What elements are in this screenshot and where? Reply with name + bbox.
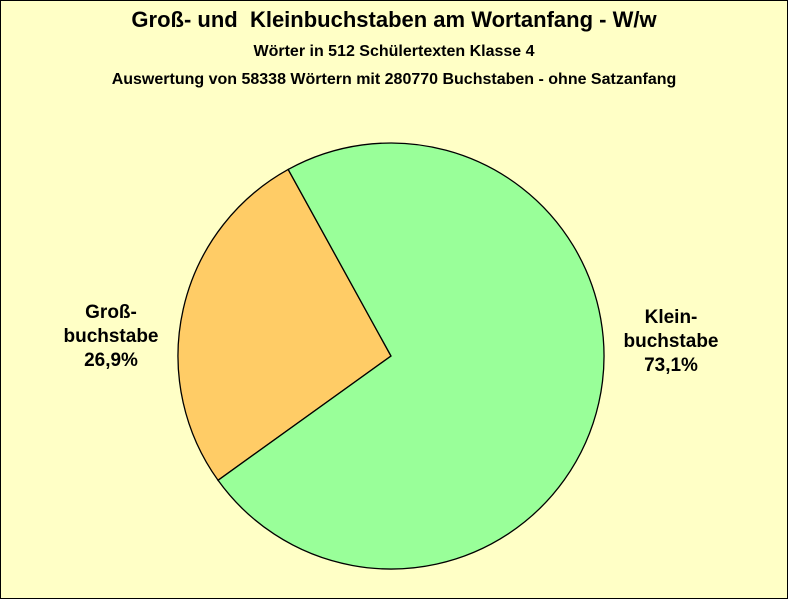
chart-subtitle: Auswertung von 58338 Wörtern mit 280770 … [111, 71, 677, 88]
slice-label: Klein-buchstabe [623, 307, 719, 352]
value-label: 73,1% [644, 355, 698, 376]
pie-slice [217, 142, 605, 570]
chart-subtitle: Wörter in 512 Schülertexten Klasse 4 [253, 43, 535, 60]
value-label: 26,9% [84, 350, 138, 371]
chart-title: Groß- und Kleinbuchstaben am Wortanfang … [131, 7, 657, 32]
pie-slice [177, 168, 392, 482]
slice-label: Groß-buchstabe [63, 302, 159, 347]
